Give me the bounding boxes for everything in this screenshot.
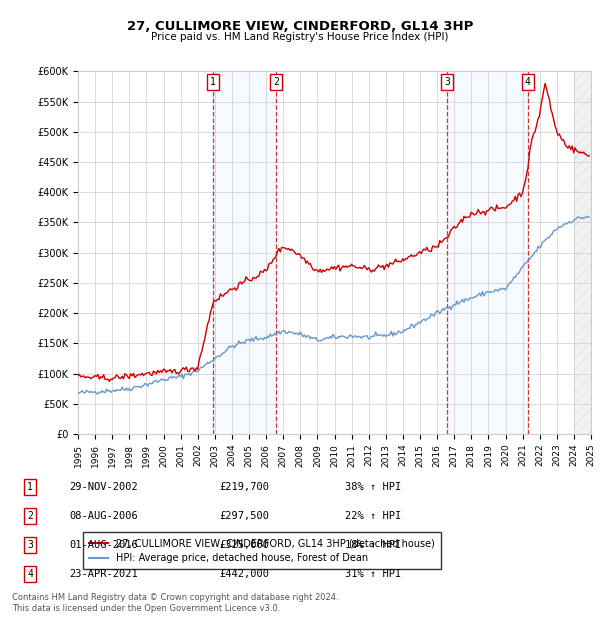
Bar [447, 71, 528, 434]
Bar [213, 71, 276, 434]
Bar [574, 71, 591, 434]
Text: £297,500: £297,500 [219, 511, 269, 521]
Legend: 27, CULLIMORE VIEW, CINDERFORD, GL14 3HP (detached house), HPI: Average price, d: 27, CULLIMORE VIEW, CINDERFORD, GL14 3HP… [83, 532, 440, 569]
Text: Price paid vs. HM Land Registry's House Price Index (HPI): Price paid vs. HM Land Registry's House … [151, 32, 449, 42]
Text: 18% ↑ HPI: 18% ↑ HPI [345, 540, 401, 550]
Text: 3: 3 [444, 77, 450, 87]
Text: 1: 1 [27, 482, 33, 492]
Text: 23-APR-2021: 23-APR-2021 [69, 569, 138, 579]
Text: 08-AUG-2006: 08-AUG-2006 [69, 511, 138, 521]
Text: 27, CULLIMORE VIEW, CINDERFORD, GL14 3HP: 27, CULLIMORE VIEW, CINDERFORD, GL14 3HP [127, 20, 473, 33]
Text: 1: 1 [211, 77, 216, 87]
Text: Contains HM Land Registry data © Crown copyright and database right 2024.
This d: Contains HM Land Registry data © Crown c… [12, 593, 338, 613]
Text: 4: 4 [27, 569, 33, 579]
Text: 3: 3 [27, 540, 33, 550]
Text: £219,700: £219,700 [219, 482, 269, 492]
Text: 29-NOV-2002: 29-NOV-2002 [69, 482, 138, 492]
Text: £442,000: £442,000 [219, 569, 269, 579]
Text: 4: 4 [525, 77, 531, 87]
Text: 2: 2 [273, 77, 279, 87]
Text: 22% ↑ HPI: 22% ↑ HPI [345, 511, 401, 521]
Text: 2: 2 [27, 511, 33, 521]
Text: 01-AUG-2016: 01-AUG-2016 [69, 540, 138, 550]
Text: 38% ↑ HPI: 38% ↑ HPI [345, 482, 401, 492]
Text: 31% ↑ HPI: 31% ↑ HPI [345, 569, 401, 579]
Text: £325,000: £325,000 [219, 540, 269, 550]
